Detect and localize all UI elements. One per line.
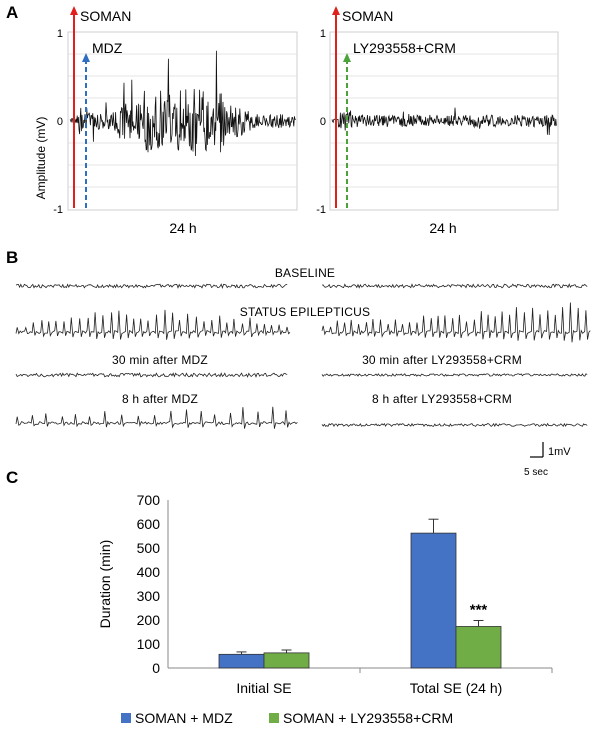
soman-label-left: SOMAN [80,8,131,24]
soman-arrow-head [332,6,340,15]
post8h-trace-left [15,406,298,429]
chart-bars [218,518,502,669]
mdz-arrow-head [82,53,90,62]
eeg-plot-mdz: 1 0 -1 SOMAN MDZ 24 h [53,6,298,236]
y-tick-label: 300 [137,588,161,604]
ytick-neg1: -1 [316,204,326,216]
chart-ylabel: Duration (min) [97,540,113,629]
eeg-gridlines [330,53,558,188]
legend-swatch-ly293558 [269,713,279,723]
eeg-plot-ly293558: 1 0 -1 SOMAN LY293558+CRM 24 h [316,6,559,236]
ytick-1: 1 [57,28,63,40]
bar-mdz-total-se [410,532,457,669]
ytick-1: 1 [320,28,326,40]
post30-trace-left [15,372,288,378]
soman-label-right: SOMAN [342,8,393,24]
scale-bar-time: 5 sec [524,467,548,478]
chart-legend: SOMAN + MDZ SOMAN + LY293558+CRM [121,710,453,726]
x-category-label: Total SE (24 h) [410,680,503,696]
se-trace-left [15,309,291,340]
ytick-neg1: -1 [53,204,63,216]
panel-a-letter: A [6,3,18,22]
scale-bar-amplitude: 1mV [548,446,571,458]
y-tick-label: 100 [137,636,161,652]
panel-a-ylabel: Amplitude (mV) [34,117,48,200]
scale-bar: 1mV 5 sec [524,442,571,478]
y-tick-label: 700 [137,492,161,508]
baseline-label: BASELINE [275,266,335,280]
y-tick-label: 500 [137,540,161,556]
soman-arrow-head [70,6,78,15]
bar-ly293558-initial-se [263,652,310,669]
bar-ly293558-total-se [455,626,502,669]
duration-bar-chart: Duration (min) 0 100 200 300 400 500 600 700 In… [97,492,553,696]
baseline-trace-left [15,283,288,290]
significance-marker: *** [470,601,488,618]
chart-x-axis: Initial SE Total SE (24 h) [236,668,553,696]
post30-trace-right [321,373,588,377]
ytick-0: 0 [320,116,326,128]
baseline-trace-right [321,283,588,289]
post8h-trace-right [321,422,588,428]
ytick-0: 0 [57,116,63,128]
y-tick-label: 200 [137,612,161,628]
post30-ly293558-label: 30 min after LY293558+CRM [362,353,522,367]
ly293558-arrow-head [343,53,351,62]
mdz-label: MDZ [92,40,123,56]
legend-swatch-mdz [121,713,131,723]
panel-b-letter: B [6,248,18,267]
eeg-trace-ly293558 [331,107,557,136]
status-epilepticus-label: STATUS EPILEPTICUS [240,305,371,319]
ly293558-label: LY293558+CRM [353,40,456,56]
y-tick-label: 600 [137,516,161,532]
panel-c-letter: C [6,468,18,487]
bar-mdz-initial-se [218,653,265,669]
legend-label-ly293558: SOMAN + LY293558+CRM [283,710,453,726]
post8h-mdz-label: 8 h after MDZ [122,392,198,406]
eeg-gridlines [68,53,297,188]
se-trace-right [321,302,591,343]
post30-mdz-label: 30 min after MDZ [112,353,208,367]
x-category-label: Initial SE [236,680,291,696]
post8h-ly293558-label: 8 h after LY293558+CRM [372,392,512,406]
time-label-left: 24 h [169,220,196,236]
y-tick-label: 400 [137,564,161,580]
eeg-trace-mdz [69,50,296,157]
y-tick-label: 0 [152,660,160,676]
time-label-right: 24 h [429,220,456,236]
legend-label-mdz: SOMAN + MDZ [135,710,233,726]
